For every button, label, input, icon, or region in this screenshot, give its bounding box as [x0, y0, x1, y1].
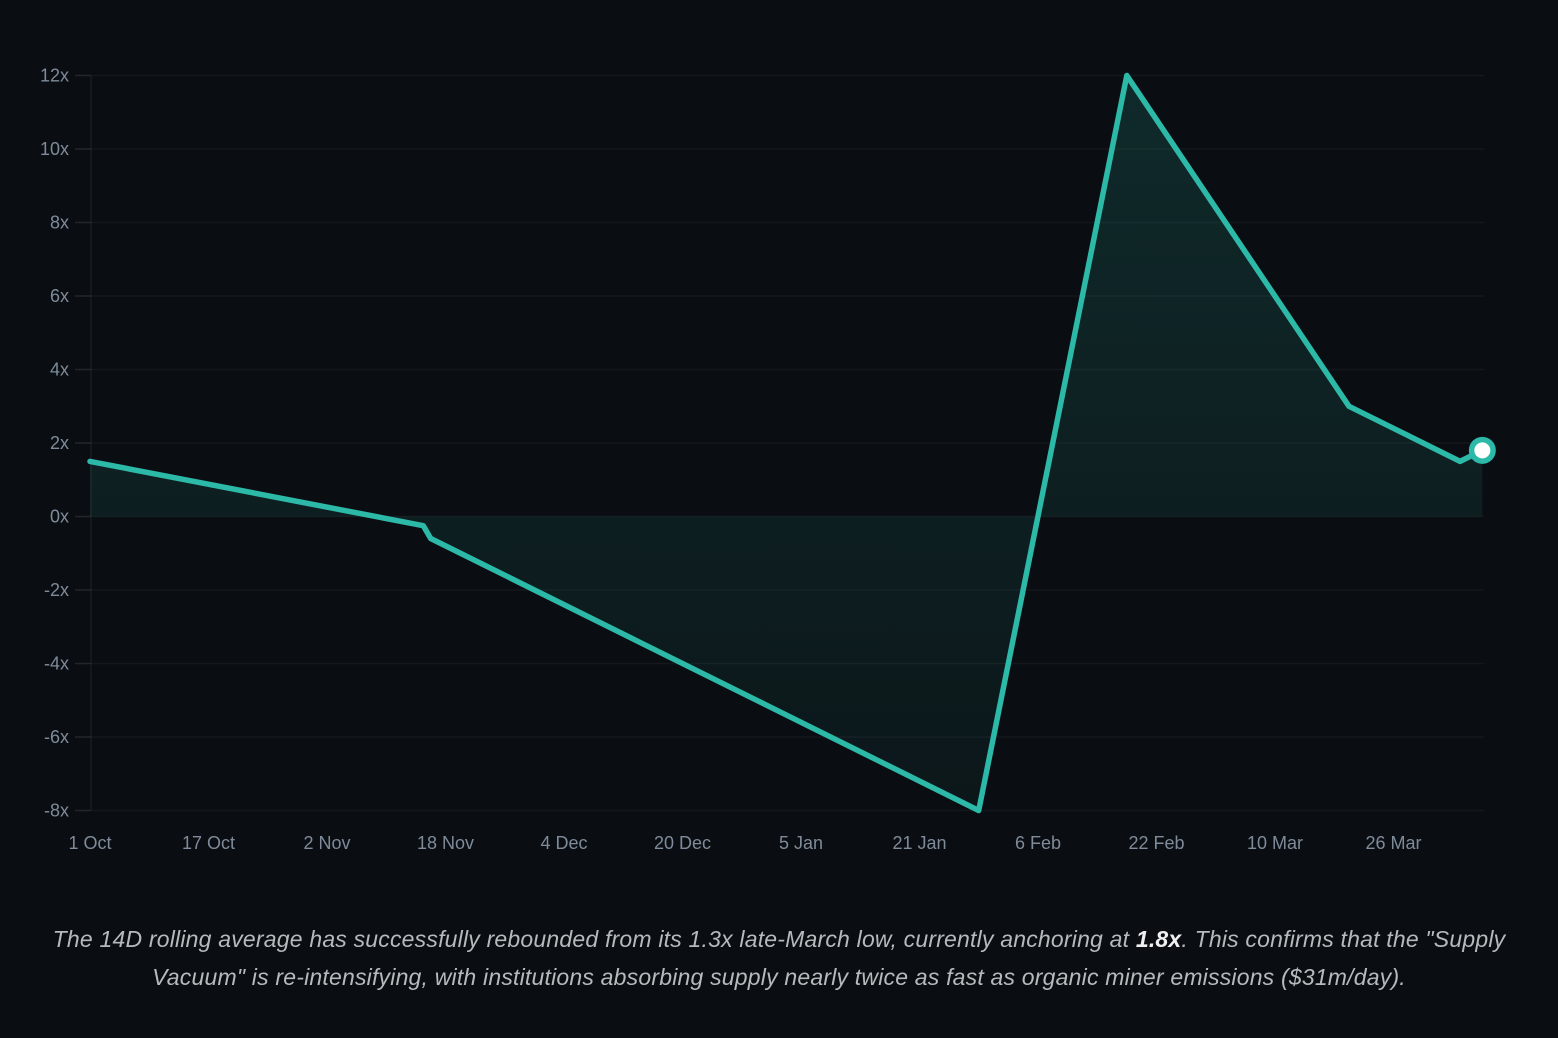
y-axis-label: 2x [50, 433, 69, 453]
x-axis-label: 1 Oct [68, 833, 111, 853]
caption-text-before: The 14D rolling average has successfully… [52, 926, 1136, 952]
y-axis-label: -8x [44, 801, 69, 821]
x-axis-label: 6 Feb [1015, 833, 1061, 853]
y-axis-label: -4x [44, 654, 69, 674]
y-axis-label: 12x [40, 66, 69, 86]
series-line [87, 72, 1486, 814]
caption-text-after: . This confirms that the "Supply Vacuum"… [152, 926, 1506, 990]
x-axis-label: 10 Mar [1247, 833, 1303, 853]
x-axis-label: 18 Nov [417, 833, 474, 853]
x-axis-label: 21 Jan [892, 833, 946, 853]
x-axis-label: 4 Dec [540, 833, 587, 853]
x-axis-label: 22 Feb [1128, 833, 1184, 853]
x-axis-label: 2 Nov [303, 833, 350, 853]
chart-caption: The 14D rolling average has successfully… [48, 920, 1510, 996]
x-axis-label: 17 Oct [182, 833, 235, 853]
y-axis-label: -2x [44, 580, 69, 600]
supply-vacuum-area-chart[interactable]: 12x 10x 8x 6x 4x 2x 0x -2x -4x -6x -8x 1 Oct 17 Oct 2… [0, 0, 1558, 880]
y-axis-label: 6x [50, 286, 69, 306]
last-point-marker-center[interactable] [1474, 442, 1491, 459]
y-axis-label: 8x [50, 213, 69, 233]
y-axis-label: 0x [50, 507, 69, 527]
x-axis-label: 26 Mar [1365, 833, 1421, 853]
x-axis-label: 20 Dec [654, 833, 711, 853]
x-axis-label: 5 Jan [779, 833, 823, 853]
series-area [90, 75, 1483, 811]
y-axis-label: 4x [50, 360, 69, 380]
y-axis-label: 10x [40, 139, 69, 159]
y-axis-label: -6x [44, 727, 69, 747]
caption-highlight-value: 1.8x [1135, 926, 1182, 952]
